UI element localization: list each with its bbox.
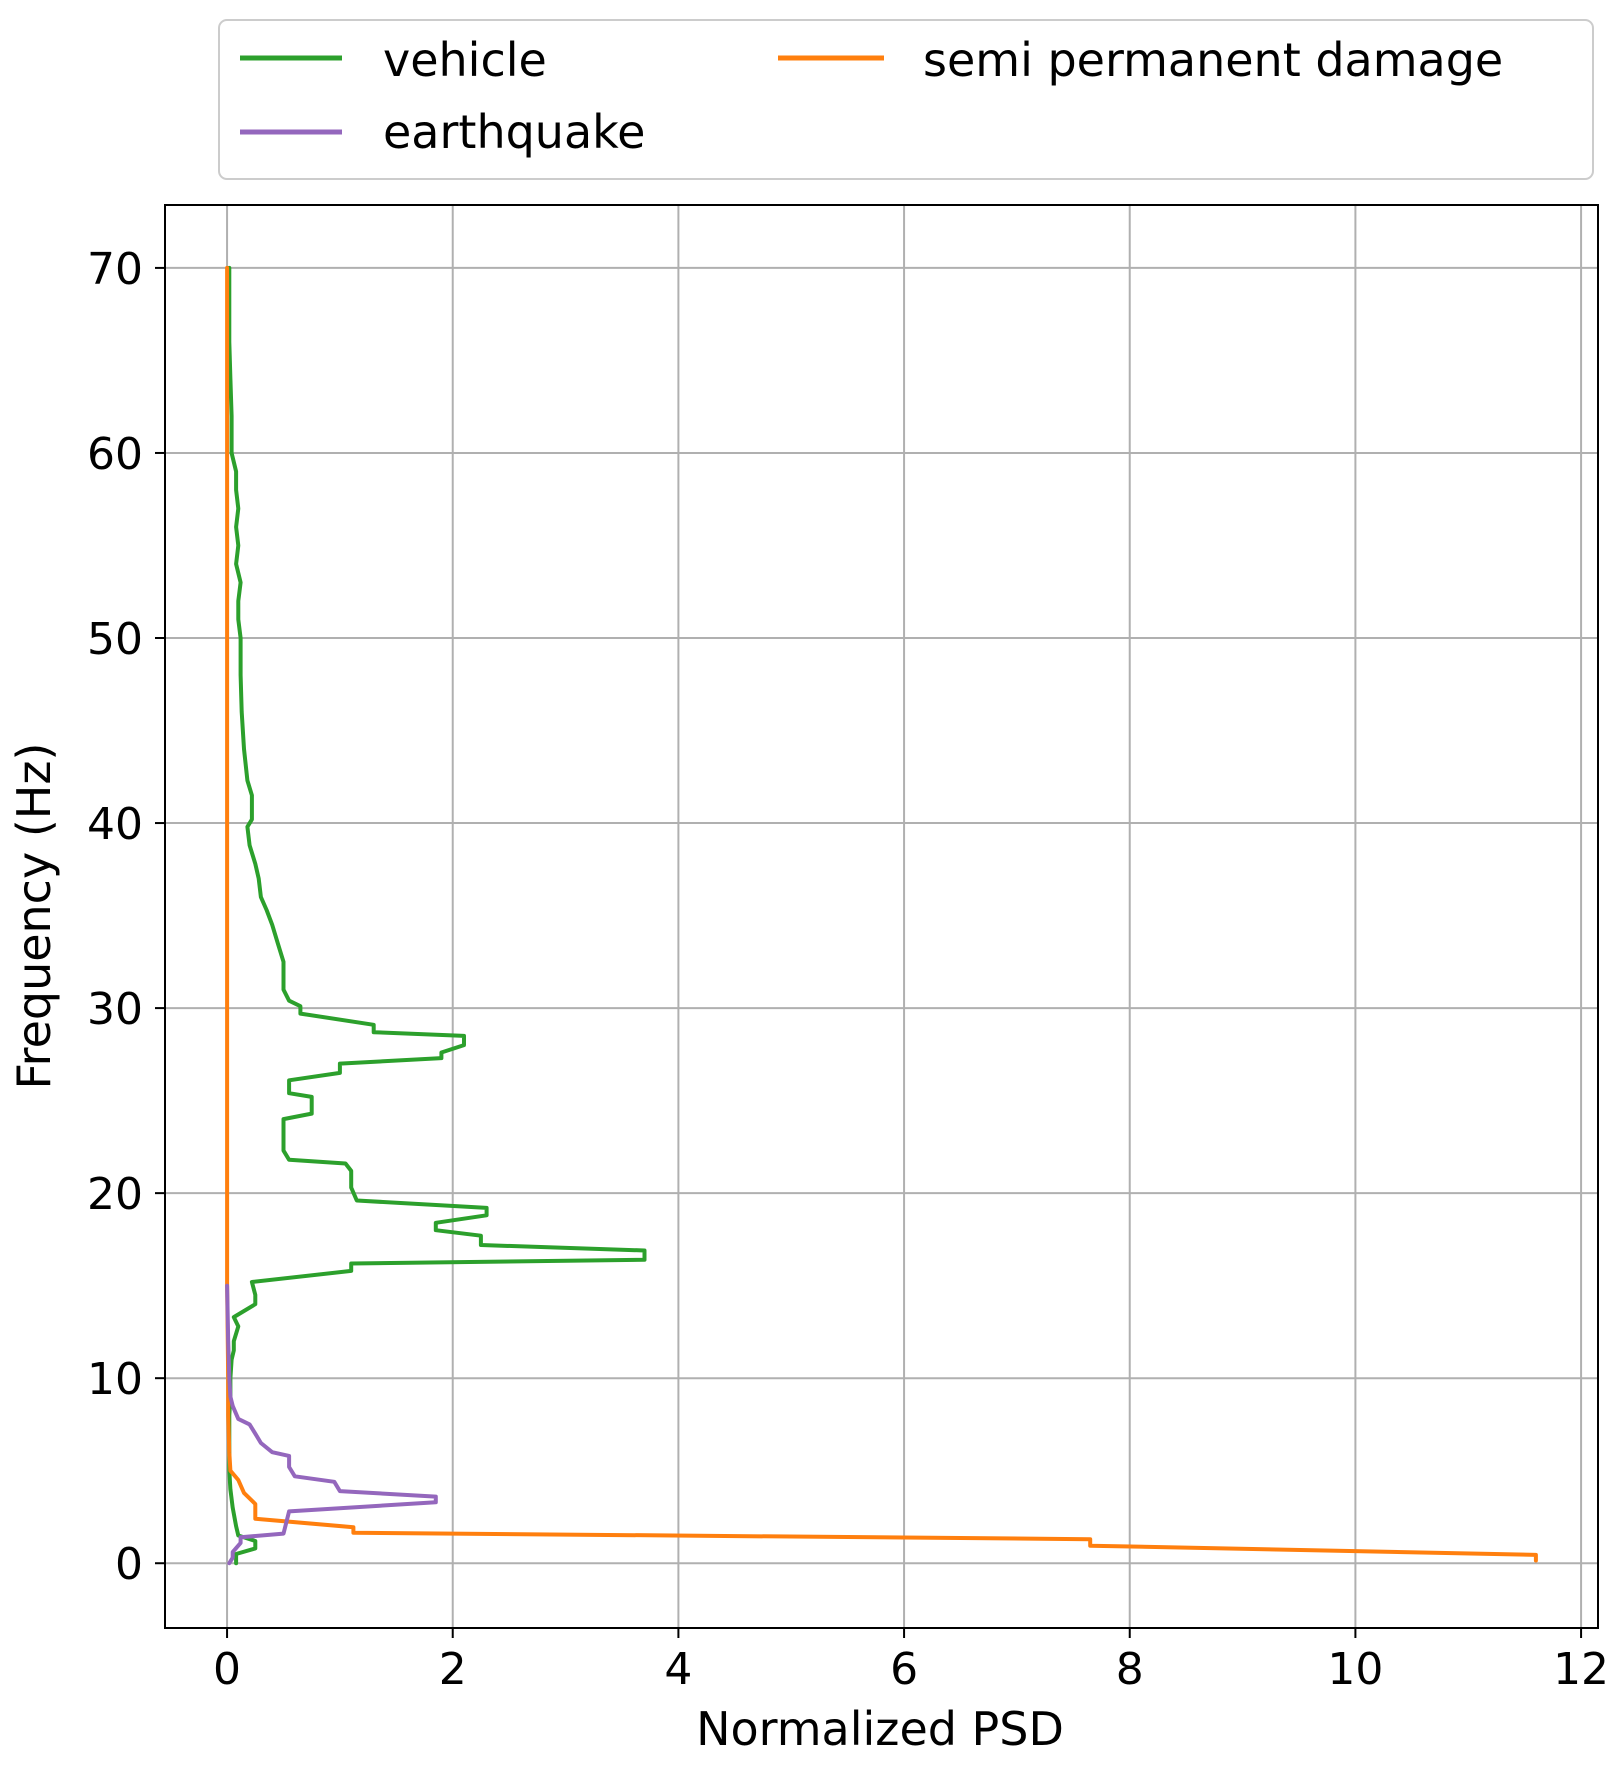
x-tick-label: 0	[213, 1644, 241, 1695]
y-tick-label: 10	[87, 1354, 143, 1405]
grid	[165, 205, 1598, 1628]
legend-label-vehicle: vehicle	[383, 33, 547, 87]
y-tick-label: 0	[115, 1539, 143, 1590]
series-line-earthquake	[225, 1283, 438, 1566]
series-layer	[225, 265, 1538, 1566]
y-tick-label: 50	[87, 614, 143, 665]
y-tick-label: 60	[87, 429, 143, 480]
y-tick-label: 40	[87, 799, 143, 850]
y-axis-label: Frequency (Hz)	[7, 743, 61, 1090]
legend-label-earthquake: earthquake	[383, 105, 645, 159]
x-tick-label: 10	[1327, 1644, 1383, 1695]
legend-label-semi-permanent-damage: semi permanent damage	[923, 33, 1503, 87]
x-axis-label: Normalized PSD	[696, 1702, 1064, 1756]
plot-frame	[164, 204, 1599, 1629]
x-tick-label: 6	[890, 1644, 918, 1695]
y-tick-label: 30	[87, 984, 143, 1035]
ticks: 0 2 4 6 8 10 12 0 10 20 30 40 50 60 70	[87, 244, 1609, 1695]
series-line-semi-permanent-damage	[225, 265, 1538, 1563]
legend: vehicle earthquake semi permanent damage	[218, 19, 1594, 180]
legend-box	[218, 19, 1594, 180]
x-tick-label: 4	[664, 1644, 692, 1695]
x-tick-label: 12	[1553, 1644, 1609, 1695]
y-tick-label: 70	[87, 244, 143, 295]
series-line-vehicle	[227, 265, 647, 1566]
x-tick-label: 8	[1116, 1644, 1144, 1695]
x-tick-label: 2	[439, 1644, 467, 1695]
y-tick-label: 20	[87, 1169, 143, 1220]
